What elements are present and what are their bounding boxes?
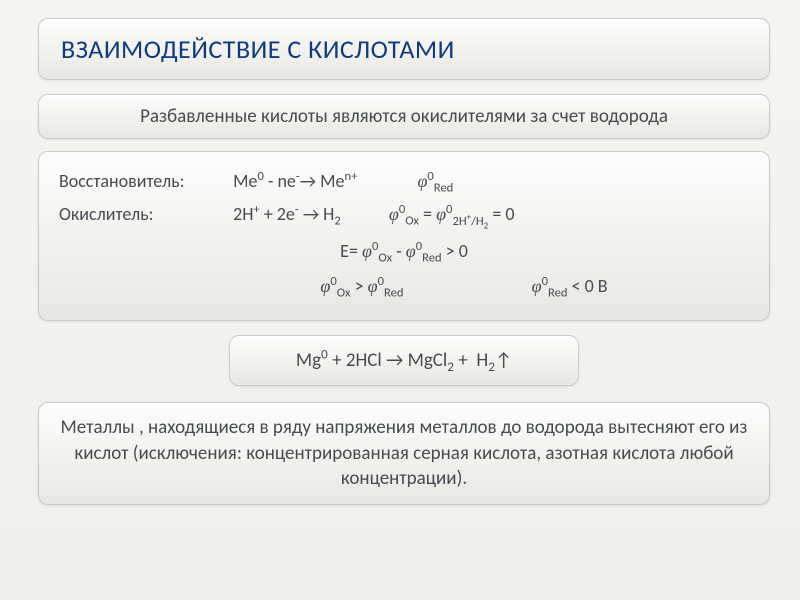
compare-right: φ0Red < 0 В [532, 275, 608, 297]
subtitle-text: Разбавленные кислоты являются окислителя… [140, 105, 668, 128]
reducer-equation: Me0 - ne-→ Men+ [233, 170, 357, 192]
emf-row: E= φ0Ox - φ0Red > 0 [59, 236, 749, 269]
oxidizer-equation: 2H+ + 2e- → H2 [233, 203, 341, 225]
emf-equation: E= φ0Ox - φ0Red > 0 [340, 240, 468, 262]
subtitle-panel: Разбавленные кислоты являются окислителя… [38, 94, 770, 139]
oxidizer-potential: φ0Ox = φ02H+/H2 = 0 [389, 199, 515, 234]
slide-title: ВЗАИМОДЕЙСТВИЕ С КИСЛОТАМИ [61, 33, 747, 65]
slide: ВЗАИМОДЕЙСТВИЕ С КИСЛОТАМИ Разбавленные … [0, 0, 800, 600]
title-panel: ВЗАИМОДЕЙСТВИЕ С КИСЛОТАМИ [38, 18, 770, 80]
reducer-label: Восстановитель: [59, 166, 229, 197]
footer-text: Металлы , находящиеся в ряду напряжения … [61, 416, 748, 490]
compare-row: φ0Ox > φ0Red φ0Red < 0 В [59, 271, 749, 304]
reducer-row: Восстановитель: Me0 - ne-→ Men+ φ0Red [59, 166, 749, 199]
oxidizer-row: Окислитель: 2H+ + 2e- → H2 φ0Ox = φ02H+/… [59, 199, 749, 234]
equations-panel: Восстановитель: Me0 - ne-→ Men+ φ0Red Ок… [38, 151, 770, 321]
reducer-potential: φ0Red [417, 166, 453, 199]
oxidizer-label: Окислитель: [59, 199, 229, 230]
example-panel: Mg0 + 2HCl → MgCl2 + H2↑ [229, 335, 579, 386]
footer-panel: Металлы , находящиеся в ряду напряжения … [38, 402, 770, 505]
example-equation: Mg0 + 2HCl → MgCl2 + H2↑ [296, 349, 512, 372]
compare-left: φ0Ox > φ0Red [320, 275, 403, 297]
